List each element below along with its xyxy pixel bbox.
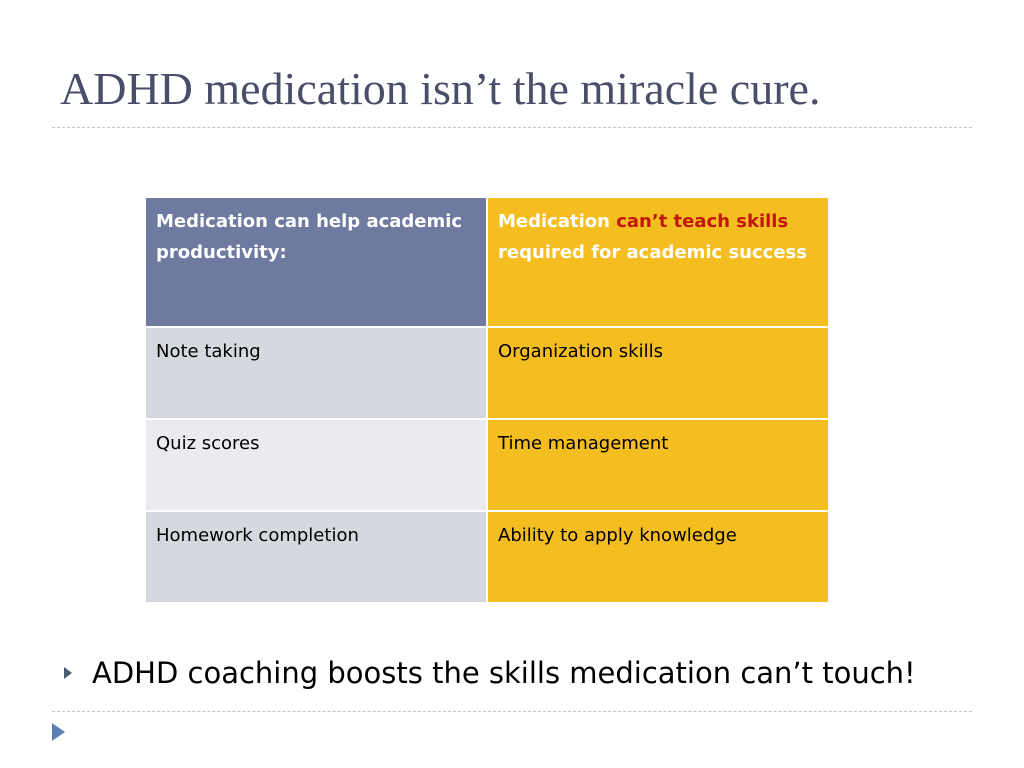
header-emphasis: can’t teach skills: [616, 211, 789, 232]
table-cell-skill: Time management: [486, 418, 830, 512]
table-row: Homework completion Ability to apply kno…: [144, 510, 830, 604]
comparison-table: Medication can help academic productivit…: [144, 196, 830, 604]
table-header-row: Medication can help academic productivit…: [144, 196, 830, 328]
title-divider: [52, 127, 972, 128]
header-cell-cant-teach: Medication can’t teach skills required f…: [486, 196, 830, 328]
triangle-bullet-icon: [64, 667, 72, 679]
header-prefix: Medication: [498, 211, 617, 232]
table-cell-helps: Note taking: [144, 326, 488, 420]
header-cell-can-help: Medication can help academic productivit…: [144, 196, 488, 328]
header-suffix: required for academic success: [498, 242, 807, 263]
footer-divider: [52, 711, 972, 712]
table-row: Quiz scores Time management: [144, 418, 830, 512]
table-cell-skill: Organization skills: [486, 326, 830, 420]
table-cell-skill: Ability to apply knowledge: [486, 510, 830, 604]
bullet-point: ADHD coaching boosts the skills medicati…: [64, 656, 916, 690]
table-row: Note taking Organization skills: [144, 326, 830, 420]
table-cell-helps: Quiz scores: [144, 418, 488, 512]
slide-marker-icon: [52, 723, 65, 741]
slide-title: ADHD medication isn’t the miracle cure.: [60, 63, 821, 114]
bullet-text: ADHD coaching boosts the skills medicati…: [92, 656, 916, 690]
table-cell-helps: Homework completion: [144, 510, 488, 604]
